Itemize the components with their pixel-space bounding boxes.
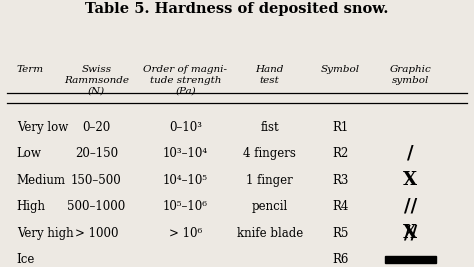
Text: R3: R3 [332,174,348,187]
Text: Symbol: Symbol [320,65,360,74]
Text: /: / [407,145,414,163]
Text: fist: fist [261,121,279,134]
Text: High: High [17,200,46,213]
Bar [384,256,436,263]
Text: Ice: Ice [17,253,35,266]
Text: X: X [403,171,418,189]
Text: > 1000: > 1000 [75,226,118,239]
Text: Very low: Very low [17,121,68,134]
Text: knife blade: knife blade [237,226,303,239]
Text: R4: R4 [332,200,348,213]
Text: Swiss
Rammsonde
(N): Swiss Rammsonde (N) [64,65,129,96]
Text: 20–150: 20–150 [75,147,118,160]
Text: 10⁴–10⁵: 10⁴–10⁵ [163,174,208,187]
Text: //: // [404,224,417,242]
Text: 10³–10⁴: 10³–10⁴ [163,147,208,160]
Text: R1: R1 [332,121,348,134]
Text: Table 5. Hardness of deposited snow.: Table 5. Hardness of deposited snow. [85,2,389,16]
Text: > 10⁶: > 10⁶ [169,226,202,239]
Text: Medium: Medium [17,174,66,187]
Text: X: X [403,224,418,242]
Text: Term: Term [17,65,44,74]
Text: 10⁵–10⁶: 10⁵–10⁶ [163,200,208,213]
Text: Order of magni-
tude strength
(Pa): Order of magni- tude strength (Pa) [144,65,228,96]
Text: 150–500: 150–500 [71,174,122,187]
Text: R5: R5 [332,226,348,239]
Text: //: // [404,198,417,215]
Text: R6: R6 [332,253,348,266]
Text: Very high: Very high [17,226,73,239]
Text: R2: R2 [332,147,348,160]
Text: Hand
test: Hand test [255,65,284,85]
Text: 1 finger: 1 finger [246,174,293,187]
Text: 500–1000: 500–1000 [67,200,126,213]
Text: Graphic
symbol: Graphic symbol [390,65,431,85]
Text: 4 fingers: 4 fingers [243,147,296,160]
Text: pencil: pencil [252,200,288,213]
Text: 0–20: 0–20 [82,121,110,134]
Text: Low: Low [17,147,42,160]
Text: 0–10³: 0–10³ [169,121,202,134]
